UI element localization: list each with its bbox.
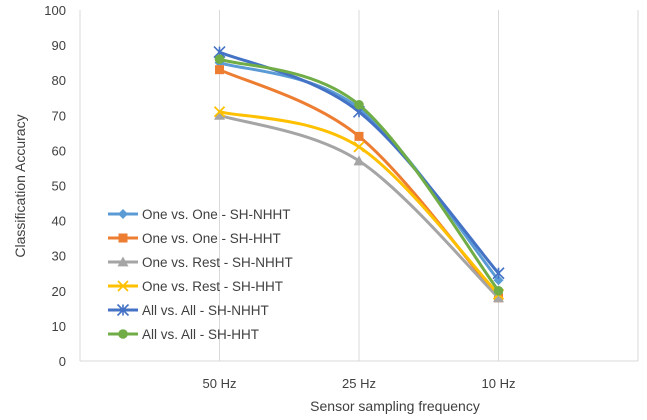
legend-label: One vs. One - SH-HHT — [142, 231, 281, 246]
legend-item: One vs. One - SH-NHHT — [108, 207, 291, 222]
data-point — [493, 275, 504, 286]
data-point — [116, 303, 130, 317]
x-tick-label: 50 Hz — [203, 376, 237, 391]
y-tick-label: 40 — [52, 214, 66, 229]
legend-label: One vs. One - SH-NHHT — [142, 207, 291, 222]
legend: One vs. One - SH-NHHT One vs. One - SH-HH… — [108, 207, 293, 342]
series-all-vs-all-sh-hht — [214, 54, 504, 296]
data-point — [354, 131, 364, 141]
series-line — [218, 57, 500, 293]
y-tick-label: 70 — [52, 108, 66, 123]
data-point — [214, 54, 225, 64]
x-tick-label: 10 Hz — [482, 376, 516, 391]
y-axis-ticks: 0 10 20 30 40 50 60 70 80 90 100 — [44, 3, 66, 369]
data-point — [492, 267, 505, 280]
y-tick-label: 0 — [59, 354, 66, 369]
legend-item: One vs. Rest - SH-NHHT — [108, 255, 293, 270]
data-point — [118, 209, 128, 219]
legend-item: One vs. Rest - SH-HHT — [108, 279, 283, 294]
legend-item: All vs. All - SH-HHT — [108, 327, 259, 342]
data-point — [215, 65, 224, 75]
x-tick-label: 25 Hz — [342, 376, 376, 391]
data-point — [493, 292, 504, 303]
y-tick-label: 90 — [52, 38, 66, 53]
legend-label: One vs. Rest - SH-NHHT — [142, 255, 293, 270]
y-tick-label: 20 — [52, 284, 66, 299]
legend-label: All vs. All - SH-HHT — [142, 327, 259, 342]
y-tick-label: 30 — [52, 249, 66, 264]
data-point — [213, 106, 226, 118]
data-point — [117, 280, 129, 292]
data-point — [353, 155, 365, 166]
data-point — [353, 141, 365, 153]
y-tick-label: 60 — [52, 143, 66, 158]
y-tick-label: 50 — [52, 179, 66, 194]
x-axis-title: Sensor sampling frequency — [310, 398, 480, 414]
data-point — [117, 256, 129, 267]
data-point — [214, 109, 225, 120]
legend-label: All vs. All - SH-NHHT — [142, 303, 269, 318]
y-axis-title: Classification Accuracy — [12, 114, 28, 257]
data-point — [118, 329, 128, 339]
data-point — [354, 99, 364, 110]
y-tick-label: 10 — [52, 319, 66, 334]
legend-item: One vs. One - SH-HHT — [108, 231, 281, 246]
legend-item: All vs. All - SH-NHHT — [108, 303, 269, 318]
data-point — [493, 286, 504, 296]
series-group — [213, 46, 505, 303]
y-tick-label: 100 — [44, 3, 66, 18]
y-tick-label: 80 — [52, 73, 66, 88]
x-axis-ticks: 50 Hz 25 Hz 10 Hz — [203, 376, 516, 391]
data-point — [118, 233, 128, 243]
legend-label: One vs. Rest - SH-HHT — [142, 279, 283, 294]
series-one-vs-rest-sh-nhht — [214, 109, 504, 303]
